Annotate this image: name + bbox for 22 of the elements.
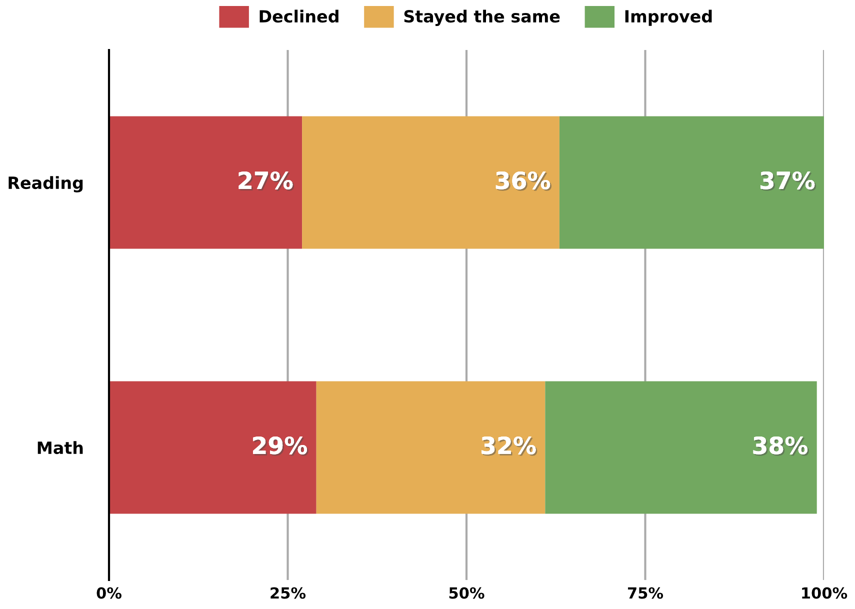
y-tick-label: Reading [8,176,83,192]
x-tick-label: 100% [802,587,848,599]
bar [109,116,302,249]
data-label: 36% [496,171,552,191]
bar [316,381,546,514]
bar [559,116,824,249]
x-tick-label: 75% [628,587,664,599]
data-label: 27% [238,171,294,191]
x-tick-label: 25% [270,587,306,599]
x-tick-label: 0% [96,587,122,599]
data-label: 38% [753,436,809,456]
legend-label: Stayed the same [404,10,560,26]
bar [545,381,817,514]
legend-label: Declined [260,10,338,23]
bar [109,381,316,514]
legend-label: Improved [625,10,712,26]
data-label: 37% [760,171,816,191]
data-label: 32% [482,436,538,456]
y-tick-label: Math [38,441,83,454]
data-label: 29% [253,436,308,456]
x-tick-label: 50% [449,587,484,599]
bar [302,116,560,249]
